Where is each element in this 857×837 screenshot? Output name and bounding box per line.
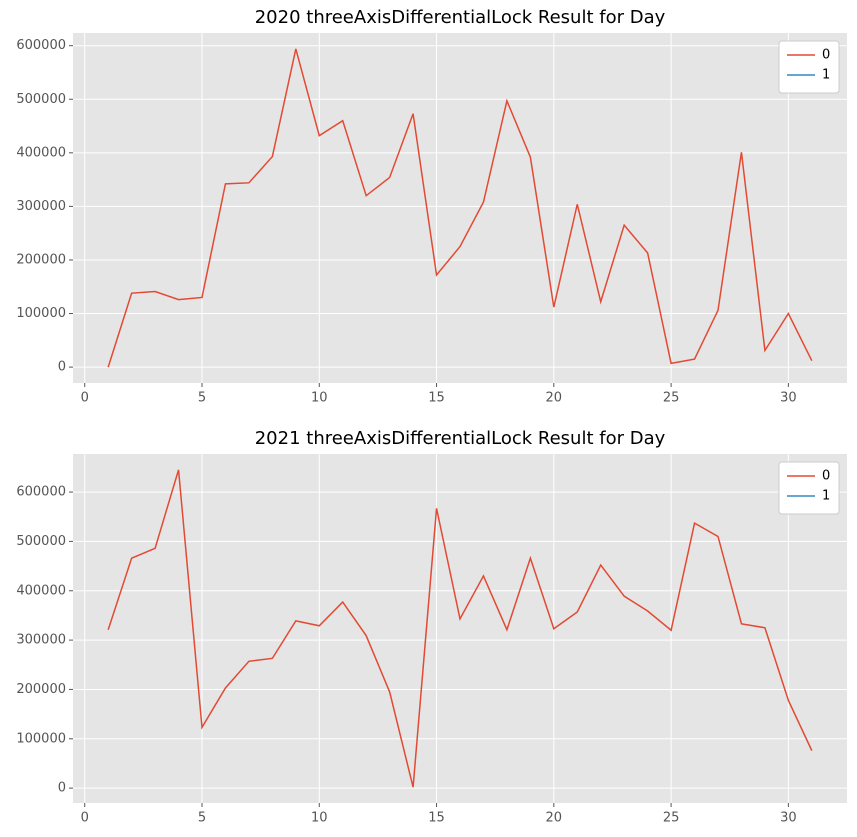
x-tick-label: 10 [311, 391, 328, 406]
x-tick-label: 10 [311, 811, 328, 826]
y-tick-label: 300000 [16, 199, 66, 214]
plot-area [73, 454, 847, 803]
x-tick-label: 30 [780, 391, 797, 406]
y-tick-label: 200000 [16, 252, 66, 267]
series-line [107, 469, 813, 788]
y-tick-label: 0 [58, 360, 66, 375]
legend-label: 1 [822, 489, 830, 504]
x-tick-label: 20 [546, 391, 563, 406]
x-tick-label: 30 [780, 811, 797, 826]
x-tick-label: 25 [663, 811, 680, 826]
x-tick-label: 20 [546, 811, 563, 826]
y-tick-label: 600000 [16, 485, 66, 500]
x-tick-label: 0 [81, 811, 89, 826]
plot-area [73, 33, 847, 383]
legend-label: 0 [822, 48, 830, 63]
x-tick-label: 5 [198, 811, 206, 826]
series-line [107, 48, 813, 368]
y-tick-label: 600000 [16, 38, 66, 53]
legend-label: 0 [822, 469, 830, 484]
y-tick-label: 100000 [16, 731, 66, 746]
legend-box [778, 40, 840, 94]
y-tick-label: 500000 [16, 92, 66, 107]
x-tick-label: 0 [81, 391, 89, 406]
y-tick-label: 500000 [16, 534, 66, 549]
legend-box [778, 461, 840, 515]
x-tick-label: 15 [428, 811, 445, 826]
y-tick-label: 0 [58, 781, 66, 796]
y-tick-label: 400000 [16, 145, 66, 160]
x-tick-label: 25 [663, 391, 680, 406]
y-tick-label: 100000 [16, 306, 66, 321]
chart-title: 2020 threeAxisDifferentialLock Result fo… [255, 7, 666, 28]
x-tick-label: 15 [428, 391, 445, 406]
chart-title: 2021 threeAxisDifferentialLock Result fo… [255, 428, 666, 449]
legend-label: 1 [822, 68, 830, 83]
y-tick-label: 200000 [16, 682, 66, 697]
y-tick-label: 400000 [16, 583, 66, 598]
y-tick-label: 300000 [16, 633, 66, 648]
x-tick-label: 5 [198, 391, 206, 406]
